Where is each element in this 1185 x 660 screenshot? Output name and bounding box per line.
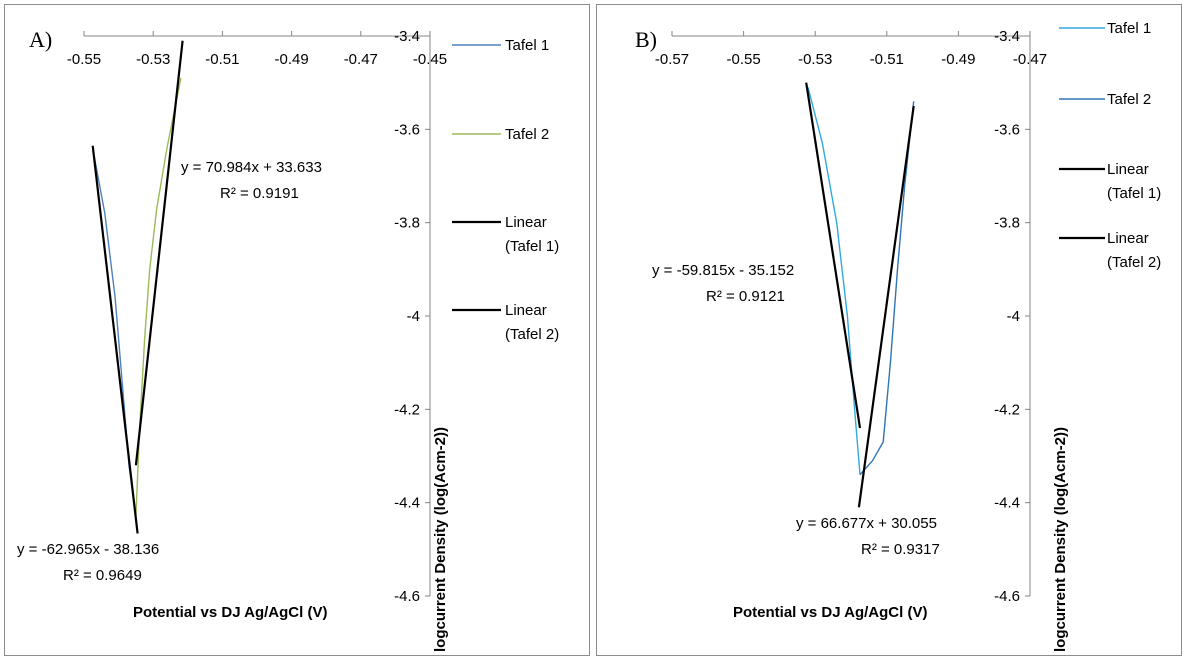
y-tick-label-b: -4 bbox=[1007, 308, 1020, 325]
trendline-r2-tafel1-b: R² = 0.9121 bbox=[706, 288, 785, 305]
x-tick-label-b: -0.53 bbox=[798, 51, 832, 68]
legend-label-tafel2-a: Tafel 2 bbox=[505, 126, 549, 143]
x-tick-label-b: -0.47 bbox=[1013, 51, 1047, 68]
y-tick-label-b: -4.6 bbox=[994, 588, 1020, 605]
x-tick-label-b: -0.51 bbox=[870, 51, 904, 68]
legend-label-linear2-a: Linear (Tafel 2) bbox=[505, 302, 559, 343]
y-axis-title-b: logcurrent Density (log(Acm-2)) bbox=[1052, 427, 1069, 652]
panel-label-b: B) bbox=[635, 27, 657, 52]
trendline-equation-tafel2-a: y = 70.984x + 33.633 bbox=[181, 159, 322, 176]
series-line-tafel2-a bbox=[135, 77, 182, 517]
axes-group-b: -0.57 -0.55 -0.53 -0.51 -0.49 -0.47 -3.4 -3.6 -3… bbox=[655, 28, 1047, 605]
series-line-tafel2-b bbox=[859, 101, 915, 476]
y-tick-label-a: -3.6 bbox=[394, 121, 420, 138]
legend-label-linear1-b: Linear (Tafel 1) bbox=[1107, 161, 1161, 202]
x-axis-title-b: Potential vs DJ Ag/AgCl (V) bbox=[733, 604, 927, 621]
trendline-r2-tafel2-b: R² = 0.9317 bbox=[861, 541, 940, 558]
trendline-equation-tafel2-b: y = 66.677x + 30.055 bbox=[796, 515, 937, 532]
y-tick-label-b: -3.4 bbox=[994, 28, 1020, 45]
x-tick-label-a: -0.47 bbox=[344, 51, 378, 68]
trendline-r2-tafel1-a: R² = 0.9649 bbox=[63, 567, 142, 584]
legend-label-tafel2-b: Tafel 2 bbox=[1107, 91, 1151, 108]
series-line-tafel1-b bbox=[807, 87, 861, 475]
x-tick-label-b: -0.57 bbox=[655, 51, 689, 68]
trendline-tafel1-a bbox=[91, 145, 139, 534]
trendline-tafel2-a bbox=[134, 40, 184, 466]
y-tick-label-b: -3.6 bbox=[994, 121, 1020, 138]
trendline-tafel2-b bbox=[857, 105, 915, 508]
trendline-r2-tafel2-a: R² = 0.9191 bbox=[220, 185, 299, 202]
y-tick-label-b: -4.2 bbox=[994, 401, 1020, 418]
y-tick-label-a: -4.6 bbox=[394, 588, 420, 605]
x-tick-label-a: -0.45 bbox=[413, 51, 447, 68]
legend-label-tafel1-a: Tafel 1 bbox=[505, 37, 549, 54]
panel-label-a: A) bbox=[29, 27, 52, 52]
legend-label-linear2-b: Linear (Tafel 2) bbox=[1107, 230, 1161, 271]
trendline-equation-tafel1-a: y = -62.965x - 38.136 bbox=[17, 541, 159, 558]
x-tick-label-a: -0.51 bbox=[205, 51, 239, 68]
legend-label-tafel1-b: Tafel 1 bbox=[1107, 20, 1151, 37]
y-tick-label-a: -3.8 bbox=[394, 215, 420, 232]
x-tick-label-a: -0.55 bbox=[67, 51, 101, 68]
trendline-tafel1-b bbox=[805, 82, 862, 429]
y-axis-title-a: logcurrent Density (log(Acm-2)) bbox=[432, 427, 449, 652]
axes-group-a: -0.55 -0.53 -0.51 -0.49 -0.47 -0.45 -3.4 -3.6 -3… bbox=[67, 28, 447, 605]
y-tick-label-a: -4.4 bbox=[394, 495, 420, 512]
x-tick-label-a: -0.49 bbox=[274, 51, 308, 68]
chart-b-svg: B) y = -59.815x - 35.152 R² = 0.9121 y =… bbox=[635, 20, 1161, 652]
y-tick-label-a: -4 bbox=[407, 308, 420, 325]
legend-label-linear1-a: Linear (Tafel 1) bbox=[505, 214, 559, 255]
y-tick-label-b: -3.8 bbox=[994, 215, 1020, 232]
x-tick-label-a: -0.53 bbox=[136, 51, 170, 68]
chart-panel-a: A) y = 70.984x + 33.633 R² = 0.9191 y = … bbox=[4, 4, 590, 656]
y-tick-label-a: -4.2 bbox=[394, 401, 420, 418]
y-tick-label-a: -3.4 bbox=[394, 28, 420, 45]
trendline-equation-tafel1-b: y = -59.815x - 35.152 bbox=[652, 262, 794, 279]
x-axis-title-a: Potential vs DJ Ag/AgCl (V) bbox=[133, 604, 327, 621]
x-tick-label-b: -0.55 bbox=[726, 51, 760, 68]
x-tick-label-b: -0.49 bbox=[941, 51, 975, 68]
chart-panel-b: B) y = -59.815x - 35.152 R² = 0.9121 y =… bbox=[596, 4, 1182, 656]
chart-a-svg: A) y = 70.984x + 33.633 R² = 0.9191 y = … bbox=[17, 27, 559, 652]
y-tick-label-b: -4.4 bbox=[994, 495, 1020, 512]
